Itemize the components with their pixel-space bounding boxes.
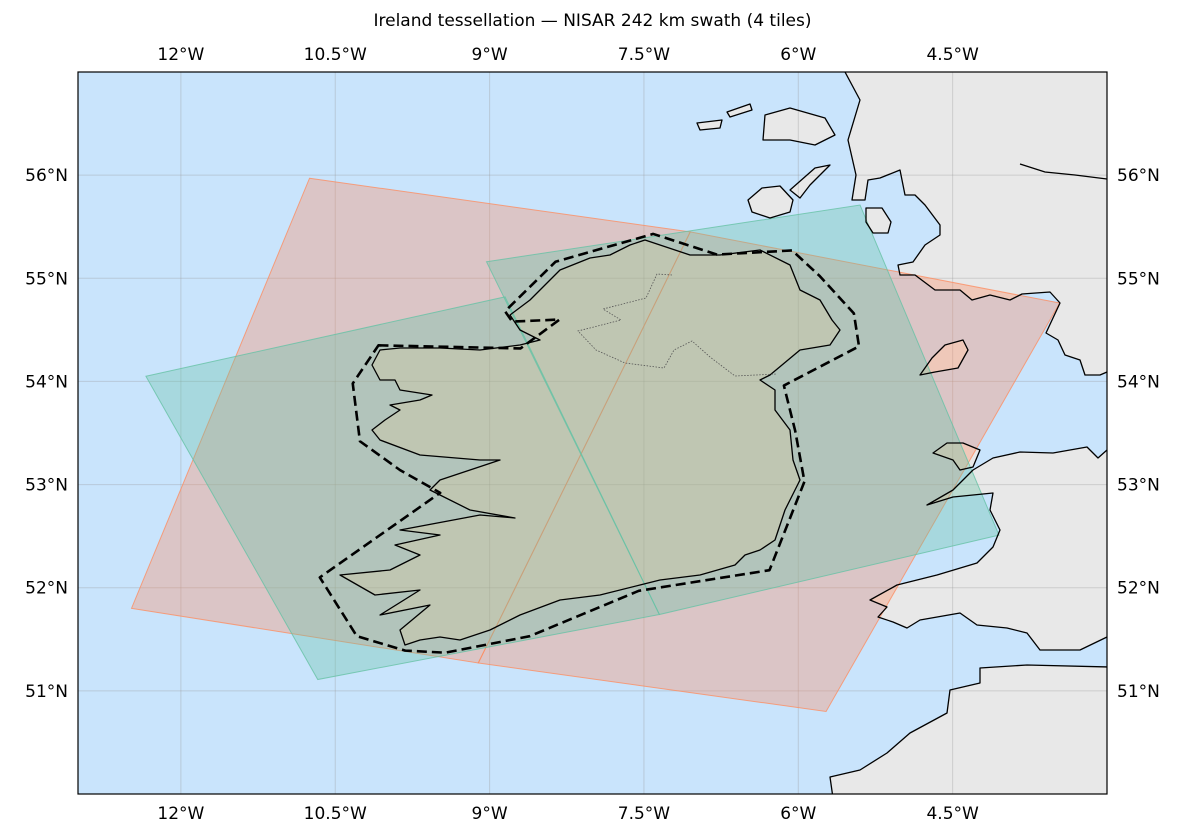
tile-4 (485, 204, 1000, 616)
left-lat-tick-label: 51°N (25, 682, 68, 702)
land-layer (340, 72, 1107, 794)
bottom-lon-tick-label: 7.5°W (618, 804, 671, 824)
top-lon-tick-label: 10.5°W (304, 45, 367, 65)
left-lat-tick-label: 52°N (25, 579, 68, 599)
tile-layer (130, 177, 1061, 713)
land-ireland (340, 240, 840, 645)
coastline-anglesey (932, 442, 981, 471)
gridlines (78, 72, 1107, 794)
land-islay (748, 186, 793, 218)
coastline-firth (1019, 163, 1107, 180)
land-sw-england (830, 665, 1107, 794)
bottom-lon-tick-label: 10.5°W (304, 804, 367, 824)
top-lon-tick-label: 4.5°W (926, 45, 979, 65)
coastline-tiree (726, 103, 753, 118)
coastline-isle-of_man (919, 339, 969, 376)
coastline-wales (869, 446, 1107, 651)
bottom-lon-tick-label: 4.5°W (926, 804, 979, 824)
right-lat-tick-label: 55°N (1117, 269, 1160, 289)
land-isle-of_man (920, 340, 968, 375)
land-jura (790, 165, 830, 198)
land-tiree (727, 104, 752, 117)
aoi-outline (318, 232, 861, 654)
top-lon-tick-label: 6°W (780, 45, 816, 65)
ni-border (577, 273, 778, 377)
coastline-jura (789, 164, 831, 199)
map-frame (77, 71, 1108, 795)
right-lat-tick-label: 52°N (1117, 579, 1160, 599)
right-lat-tick-label: 51°N (1117, 682, 1160, 702)
left-lat-tick-label: 56°N (25, 166, 68, 186)
map-title: Ireland tessellation — NISAR 242 km swat… (373, 11, 812, 31)
coastline-scotland (844, 72, 1107, 376)
coastline-mull (762, 107, 836, 146)
coastline-ireland (339, 239, 841, 646)
left-lat-tick-label: 53°N (25, 476, 68, 496)
land-arran (866, 208, 891, 233)
top-lon-tick-label: 12°W (157, 45, 204, 65)
coastline-sw-england (829, 664, 1107, 794)
tile-2 (477, 231, 1061, 713)
coastline-islay (747, 185, 794, 219)
land-scotland (845, 72, 1107, 375)
top-lon-tick-label: 9°W (472, 45, 508, 65)
top-lon-tick-label: 7.5°W (618, 45, 671, 65)
aoi-layer (318, 232, 861, 654)
coastline-arran (865, 207, 892, 234)
land-mull (763, 108, 835, 145)
left-lat-tick-label: 55°N (25, 269, 68, 289)
right-lat-tick-label: 54°N (1117, 372, 1160, 392)
left-lat-tick-label: 54°N (25, 372, 68, 392)
bottom-lon-tick-label: 12°W (157, 804, 204, 824)
land-wales (870, 447, 1107, 650)
coastline-layer (339, 72, 1107, 794)
right-lat-tick-label: 53°N (1117, 476, 1160, 496)
tick-labels: 12°W 12°W 10.5°W 10.5°W 9°W 9°W 7.5°W 7.5°W 6°W 6… (25, 45, 1160, 824)
coastline-coll (696, 119, 723, 131)
bottom-lon-tick-label: 6°W (780, 804, 816, 824)
bottom-lon-tick-label: 9°W (472, 804, 508, 824)
right-lat-tick-label: 56°N (1117, 166, 1160, 186)
